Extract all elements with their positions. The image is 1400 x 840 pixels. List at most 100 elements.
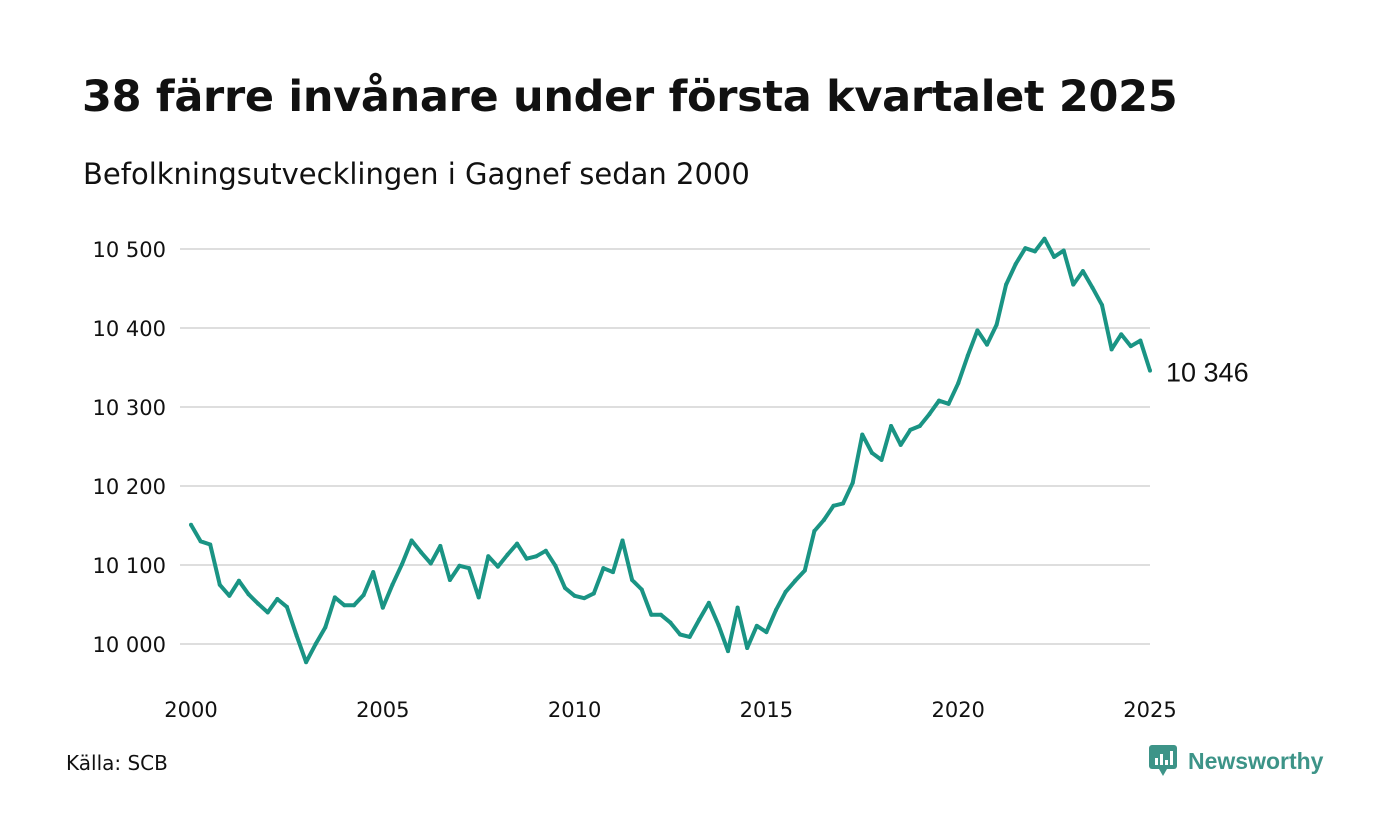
data-point <box>371 570 376 575</box>
data-point <box>294 633 299 638</box>
data-point <box>831 503 836 508</box>
data-point <box>1061 248 1066 253</box>
data-point <box>956 381 961 386</box>
y-tick-label: 10 200 <box>93 475 166 499</box>
data-point <box>1023 246 1028 251</box>
data-point <box>1148 368 1152 373</box>
data-points <box>189 236 1152 665</box>
newsworthy-logo-icon <box>1149 745 1177 776</box>
data-point <box>812 529 817 534</box>
data-point <box>227 593 232 598</box>
data-point <box>256 601 261 606</box>
source-note: Källa: SCB <box>66 751 168 775</box>
end-value-label: 10 346 <box>1166 358 1249 388</box>
data-point <box>476 595 481 600</box>
x-tick-label: 2020 <box>931 698 984 722</box>
data-point <box>975 328 980 333</box>
data-point <box>630 578 635 583</box>
data-point <box>1080 269 1085 274</box>
data-point <box>1032 249 1037 254</box>
data-point <box>399 562 404 567</box>
data-point <box>668 620 673 625</box>
data-point <box>189 522 193 527</box>
data-point <box>447 578 452 583</box>
data-point <box>265 610 270 615</box>
data-point <box>984 342 989 347</box>
brand-name: Newsworthy <box>1188 747 1324 774</box>
data-point <box>706 600 711 605</box>
data-point <box>380 605 385 610</box>
data-point <box>937 398 942 403</box>
data-point <box>390 582 395 587</box>
data-point <box>821 517 826 522</box>
data-point <box>908 427 913 432</box>
data-point <box>486 554 491 559</box>
data-point <box>1109 347 1114 352</box>
data-point <box>275 596 280 601</box>
data-point <box>246 592 251 597</box>
data-point <box>620 538 625 543</box>
data-point <box>304 660 309 665</box>
y-axis-tick-labels: 10 000 10 100 10 200 10 300 10 400 10 500 <box>93 238 166 657</box>
data-point <box>869 450 874 455</box>
data-point <box>678 632 683 637</box>
data-point <box>1013 262 1018 267</box>
y-tick-label: 10 500 <box>93 238 166 262</box>
data-point <box>773 608 778 613</box>
line-chart: 10 000 10 100 10 200 10 300 10 400 10 500 200… <box>93 236 1249 722</box>
data-point <box>946 401 951 406</box>
data-point <box>917 423 922 428</box>
data-point <box>524 556 529 561</box>
data-point <box>563 585 568 590</box>
data-point <box>419 550 424 555</box>
data-point <box>994 322 999 327</box>
data-point <box>515 541 520 546</box>
data-point <box>754 623 759 628</box>
data-point <box>898 442 903 447</box>
data-point <box>745 645 750 650</box>
data-point <box>217 582 222 587</box>
data-point <box>1128 344 1133 349</box>
data-point <box>236 578 241 583</box>
data-point <box>879 457 884 462</box>
data-point <box>697 617 702 622</box>
data-point <box>639 587 644 592</box>
y-tick-label: 10 000 <box>93 633 166 657</box>
data-point <box>802 568 807 573</box>
data-point <box>610 570 615 575</box>
x-tick-label: 2000 <box>164 698 217 722</box>
data-point <box>687 634 692 639</box>
x-tick-label: 2010 <box>548 698 601 722</box>
data-point <box>783 589 788 594</box>
data-point <box>601 566 606 571</box>
gridlines <box>180 248 1150 645</box>
data-point <box>1004 282 1009 287</box>
data-point <box>323 625 328 630</box>
data-point <box>332 595 337 600</box>
data-point <box>572 593 577 598</box>
x-tick-label: 2005 <box>356 698 409 722</box>
data-point <box>467 566 472 571</box>
data-point <box>1100 303 1105 308</box>
data-point <box>927 412 932 417</box>
y-tick-label: 10 400 <box>93 317 166 341</box>
brand-logo[interactable]: Newsworthy <box>1148 744 1323 778</box>
data-point <box>591 591 596 596</box>
data-point <box>1138 338 1143 343</box>
data-point <box>726 649 731 654</box>
data-point <box>198 539 203 544</box>
data-point <box>1119 332 1124 337</box>
x-tick-label: 2025 <box>1123 698 1176 722</box>
data-point <box>208 542 213 547</box>
data-point <box>505 552 510 557</box>
data-point <box>352 603 357 608</box>
x-tick-label: 2015 <box>740 698 793 722</box>
data-point <box>649 612 654 617</box>
data-point <box>889 423 894 428</box>
data-point <box>495 564 500 569</box>
data-point <box>313 642 318 646</box>
data-point <box>1090 285 1095 290</box>
data-point <box>965 353 970 358</box>
chart-subtitle: Befolkningsutvecklingen i Gagnef sedan 2… <box>83 157 750 191</box>
data-point <box>543 548 548 553</box>
